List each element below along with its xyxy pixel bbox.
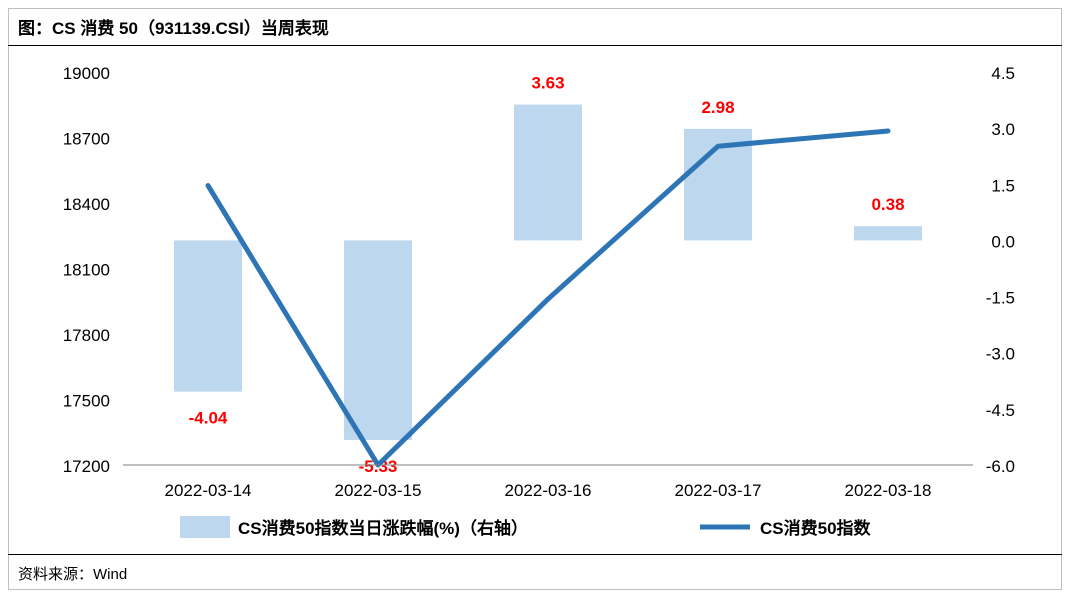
source-note: 资料来源：Wind	[18, 566, 128, 583]
data-label-2022-03-17: 2.98	[701, 98, 734, 117]
x-tick-2022-03-16: 2022-03-16	[505, 481, 592, 500]
left-tick-17500: 17500	[63, 392, 110, 411]
right-tick--6.0: -6.0	[986, 457, 1015, 476]
bar-2022-03-16	[514, 104, 582, 241]
x-tick-2022-03-14: 2022-03-14	[165, 481, 252, 500]
chart-frame	[8, 8, 1062, 590]
right-tick--3.0: -3.0	[986, 345, 1015, 364]
left-tick-19000: 19000	[63, 64, 110, 83]
left-tick-18400: 18400	[63, 195, 110, 214]
x-tick-2022-03-15: 2022-03-15	[335, 481, 422, 500]
x-tick-2022-03-17: 2022-03-17	[675, 481, 762, 500]
chart-title: 图：CS 消费 50（931139.CSI）当周表现	[18, 19, 329, 38]
bar-2022-03-15	[344, 240, 412, 440]
data-label-2022-03-18: 0.38	[871, 195, 904, 214]
index-line	[205, 128, 891, 468]
bar-2022-03-14	[174, 240, 242, 392]
footer-divider	[8, 554, 1062, 555]
right-tick-1.5: 1.5	[991, 176, 1015, 195]
title-divider	[8, 45, 1062, 46]
legend-line-label: CS消费50指数	[760, 518, 872, 538]
left-tick-17200: 17200	[63, 457, 110, 476]
right-tick--4.5: -4.5	[986, 401, 1015, 420]
data-label-2022-03-14: -4.04	[189, 409, 228, 428]
right-tick-0.0: 0.0	[991, 232, 1015, 251]
right-tick-4.5: 4.5	[991, 64, 1015, 83]
x-tick-2022-03-18: 2022-03-18	[845, 481, 932, 500]
data-label-2022-03-16: 3.63	[531, 74, 564, 93]
left-tick-18700: 18700	[63, 130, 110, 149]
legend-bar-swatch	[180, 516, 230, 538]
legend-bar-label: CS消费50指数当日涨跌幅(%)（右轴）	[238, 518, 528, 538]
bar-2022-03-18	[854, 226, 922, 241]
left-tick-17800: 17800	[63, 326, 110, 345]
right-tick--1.5: -1.5	[986, 289, 1015, 308]
left-tick-18100: 18100	[63, 261, 110, 280]
right-tick-3.0: 3.0	[991, 120, 1015, 139]
